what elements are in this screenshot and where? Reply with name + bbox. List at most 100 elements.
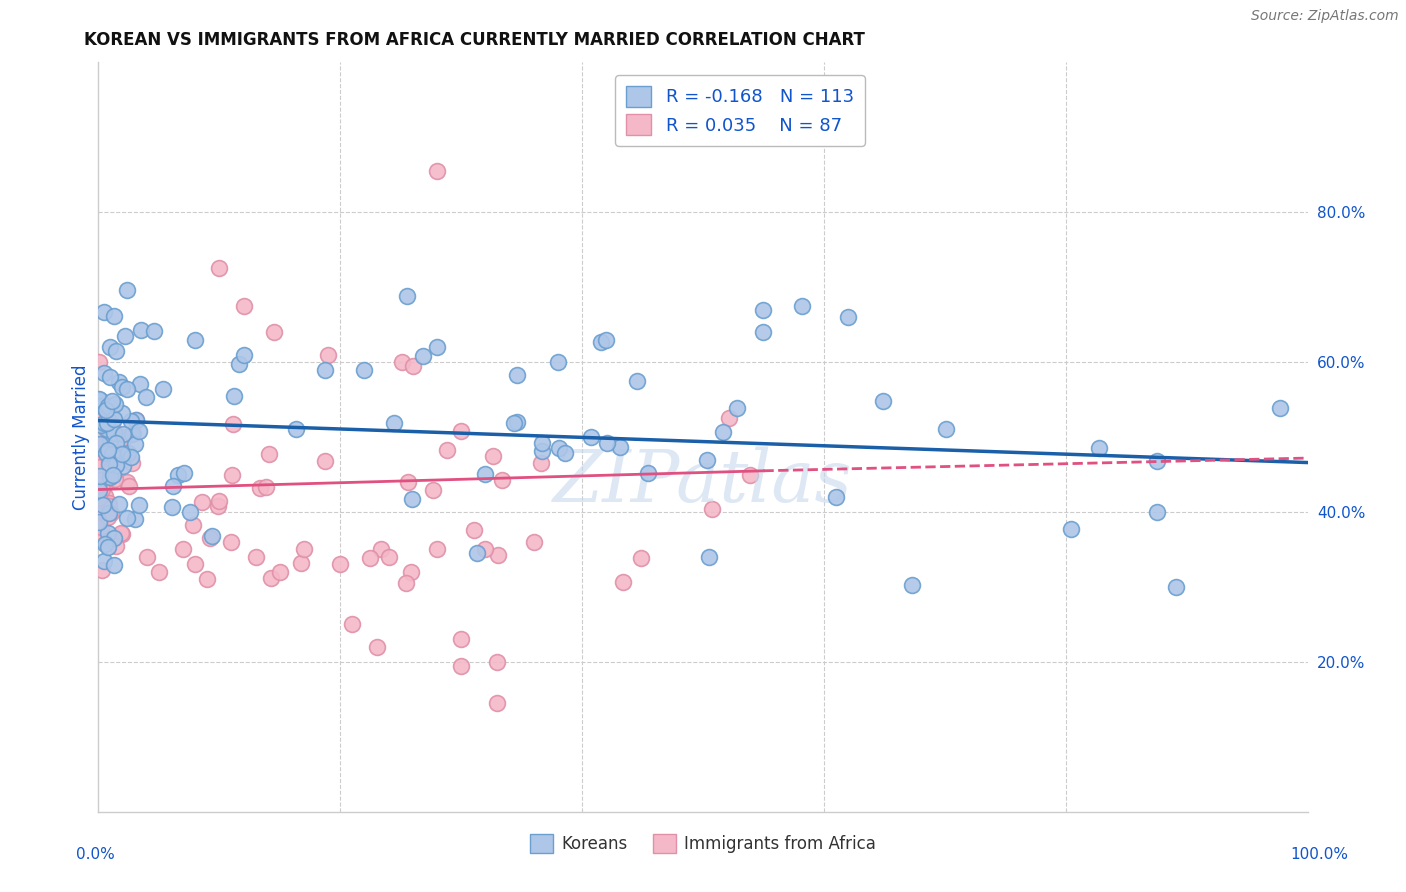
Point bbox=[103, 468, 125, 483]
Point bbox=[198, 531, 221, 545]
Point bbox=[901, 578, 924, 592]
Point bbox=[201, 529, 224, 543]
Point bbox=[696, 453, 718, 467]
Point bbox=[104, 458, 127, 472]
Point bbox=[103, 531, 125, 545]
Point bbox=[554, 446, 576, 460]
Point bbox=[579, 430, 602, 444]
Point bbox=[103, 558, 125, 572]
Point bbox=[87, 491, 110, 506]
Point bbox=[97, 526, 120, 541]
Point bbox=[1268, 401, 1291, 415]
Point bbox=[285, 422, 308, 436]
Point bbox=[395, 289, 418, 303]
Point bbox=[377, 549, 399, 564]
Point bbox=[725, 401, 748, 415]
Point bbox=[87, 511, 110, 525]
Point bbox=[98, 433, 121, 447]
Point bbox=[87, 409, 110, 423]
Point bbox=[395, 575, 418, 590]
Point bbox=[506, 415, 529, 429]
Point bbox=[89, 392, 111, 407]
Point bbox=[93, 416, 115, 430]
Point bbox=[121, 427, 143, 442]
Point bbox=[114, 329, 136, 343]
Point bbox=[260, 571, 283, 585]
Point bbox=[1146, 505, 1168, 519]
Point bbox=[162, 478, 184, 492]
Point bbox=[98, 340, 121, 354]
Point bbox=[96, 540, 118, 554]
Point bbox=[531, 444, 554, 458]
Point bbox=[506, 368, 529, 382]
Point bbox=[422, 483, 444, 497]
Point bbox=[232, 299, 254, 313]
Point bbox=[314, 362, 336, 376]
Text: 100.0%: 100.0% bbox=[1289, 847, 1348, 862]
Point bbox=[111, 436, 134, 450]
Point bbox=[465, 546, 488, 560]
Point bbox=[547, 355, 569, 369]
Point bbox=[96, 446, 118, 460]
Point bbox=[257, 447, 280, 461]
Point bbox=[93, 305, 115, 319]
Point bbox=[609, 441, 631, 455]
Point bbox=[752, 325, 775, 339]
Point bbox=[450, 658, 472, 673]
Point bbox=[87, 463, 110, 477]
Point bbox=[718, 410, 741, 425]
Point bbox=[630, 550, 652, 565]
Point bbox=[249, 481, 271, 495]
Point bbox=[359, 551, 381, 566]
Point bbox=[128, 424, 150, 438]
Point bbox=[221, 468, 243, 483]
Point bbox=[370, 541, 392, 556]
Point bbox=[790, 299, 813, 313]
Point bbox=[124, 437, 146, 451]
Point bbox=[105, 343, 128, 358]
Point bbox=[90, 519, 112, 533]
Point bbox=[120, 450, 142, 465]
Point bbox=[98, 424, 121, 438]
Point bbox=[1060, 522, 1083, 536]
Point bbox=[752, 302, 775, 317]
Point bbox=[90, 497, 112, 511]
Point bbox=[118, 479, 141, 493]
Point bbox=[589, 334, 612, 349]
Text: 0.0%: 0.0% bbox=[76, 847, 115, 862]
Point bbox=[426, 164, 449, 178]
Point bbox=[91, 502, 114, 516]
Point bbox=[179, 505, 201, 519]
Point bbox=[1087, 442, 1109, 456]
Point bbox=[90, 482, 112, 496]
Point bbox=[160, 500, 183, 514]
Text: ZIPatlas: ZIPatlas bbox=[553, 447, 853, 517]
Point bbox=[191, 495, 214, 509]
Point bbox=[111, 430, 134, 444]
Point bbox=[184, 333, 207, 347]
Point bbox=[103, 460, 125, 475]
Point bbox=[105, 436, 128, 450]
Point bbox=[637, 466, 659, 480]
Point bbox=[103, 396, 125, 410]
Point bbox=[93, 417, 115, 432]
Point bbox=[101, 447, 124, 461]
Point bbox=[184, 558, 207, 572]
Point bbox=[125, 413, 148, 427]
Point bbox=[486, 655, 509, 669]
Point bbox=[111, 458, 134, 473]
Point bbox=[129, 323, 152, 337]
Point bbox=[486, 696, 509, 710]
Point bbox=[166, 467, 188, 482]
Point bbox=[595, 333, 617, 347]
Point bbox=[96, 422, 118, 436]
Point bbox=[935, 421, 957, 435]
Point bbox=[412, 349, 434, 363]
Point bbox=[110, 430, 132, 444]
Point bbox=[87, 515, 110, 529]
Point bbox=[342, 617, 364, 632]
Point bbox=[94, 501, 117, 516]
Point bbox=[121, 426, 143, 441]
Point bbox=[148, 565, 170, 579]
Point bbox=[474, 542, 496, 557]
